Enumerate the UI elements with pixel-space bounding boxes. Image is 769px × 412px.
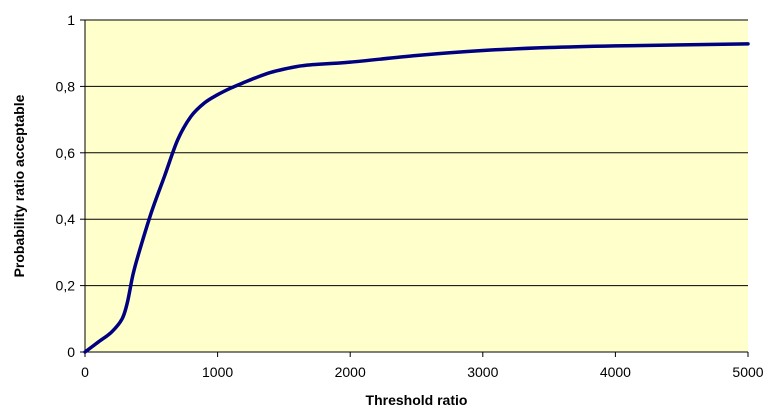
x-tick-label-1: 1000 — [202, 364, 233, 380]
y-tick-label-1: 0,2 — [56, 278, 76, 294]
x-tick-label-2: 2000 — [335, 364, 366, 380]
axes — [80, 19, 749, 357]
x-tick-label-4: 4000 — [600, 364, 631, 380]
x-tick-labels: 0 1000 2000 3000 4000 5000 — [81, 364, 764, 380]
grid-lines — [85, 19, 748, 287]
y-tick-label-5: 1 — [67, 12, 75, 28]
x-axis-title: Threshold ratio — [366, 392, 468, 408]
y-tick-label-4: 0,8 — [56, 78, 76, 94]
series-layer — [83, 42, 750, 354]
series-line-0 — [83, 42, 750, 354]
y-axis-title: Probability ratio acceptable — [11, 94, 27, 277]
y-tick-label-0: 0 — [67, 344, 75, 360]
y-tick-labels: 0 0,2 0,4 0,6 0,8 1 — [56, 12, 76, 360]
y-tick-label-3: 0,6 — [56, 145, 76, 161]
y-tick-label-2: 0,4 — [56, 211, 76, 227]
x-tick-label-0: 0 — [81, 364, 89, 380]
x-tick-label-3: 3000 — [467, 364, 498, 380]
x-tick-label-5: 5000 — [732, 364, 763, 380]
plot-area — [85, 20, 748, 352]
